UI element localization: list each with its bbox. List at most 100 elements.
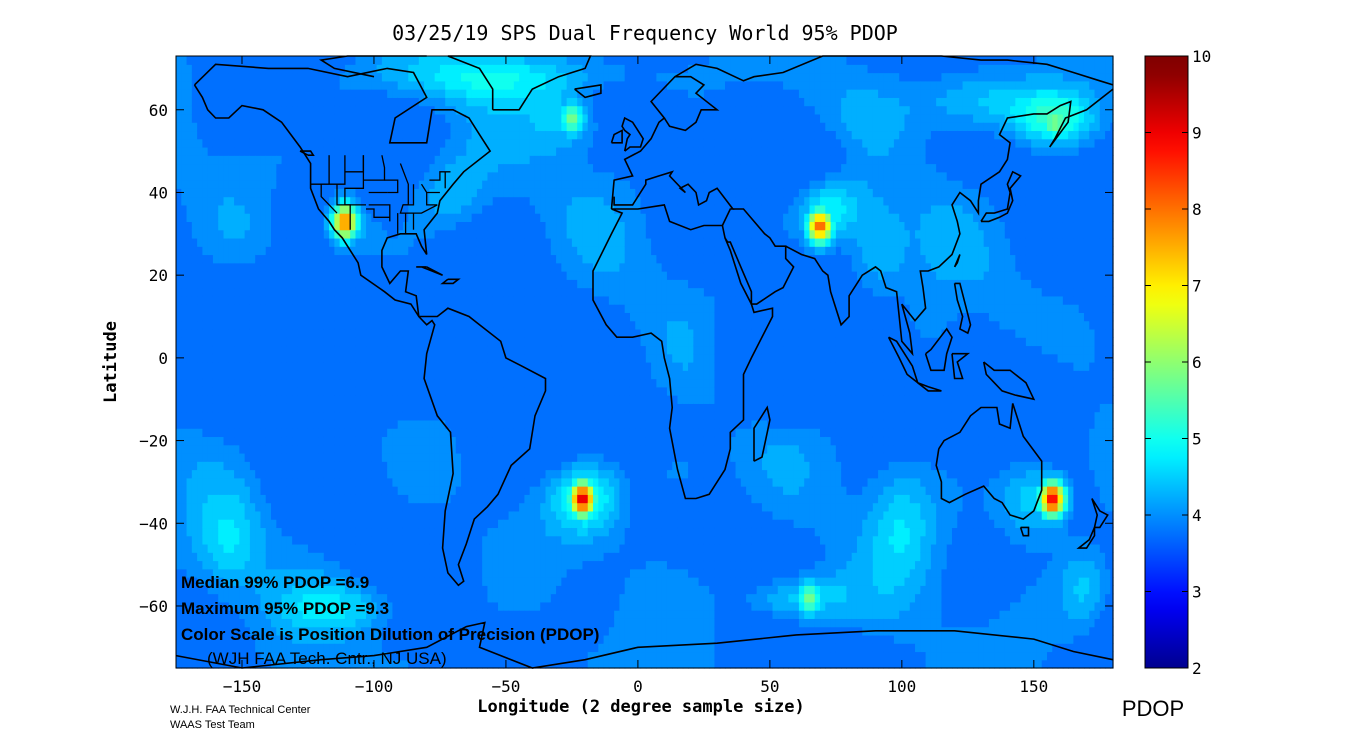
heatmap-cell	[197, 643, 203, 653]
heatmap-cell	[418, 626, 425, 636]
heatmap-cell	[186, 163, 193, 173]
heatmap-cell	[461, 320, 467, 330]
heatmap-cell	[508, 204, 515, 214]
heatmap-cell	[366, 72, 372, 82]
heatmap-cell	[508, 229, 515, 239]
heatmap-cell	[339, 510, 346, 520]
heatmap-cell	[408, 130, 415, 140]
heatmap-cell	[313, 436, 320, 446]
heatmap-cell	[176, 428, 182, 438]
heatmap-cell	[234, 585, 240, 595]
heatmap-cell	[371, 320, 378, 330]
heatmap-cell	[260, 155, 267, 165]
heatmap-cell	[255, 428, 262, 438]
heatmap-cell	[323, 146, 330, 156]
heatmap-cell	[387, 444, 394, 454]
heatmap-cell	[519, 428, 526, 438]
heatmap-cell	[381, 610, 388, 619]
heatmap-cell	[371, 312, 378, 322]
heatmap-cell	[508, 411, 515, 421]
heatmap-cell	[292, 370, 299, 380]
heatmap-cell	[471, 610, 478, 619]
heatmap-cell	[476, 593, 483, 603]
heatmap-cell	[202, 585, 209, 595]
heatmap-cell	[524, 403, 531, 413]
heatmap-cell	[476, 271, 483, 280]
heatmap-cell	[471, 568, 478, 578]
heatmap-cell	[255, 469, 262, 479]
heatmap-cell	[392, 237, 399, 247]
heatmap-cell	[350, 510, 357, 520]
heatmap-cell	[381, 279, 388, 289]
heatmap-cell	[265, 502, 272, 512]
heatmap-cell	[524, 171, 531, 181]
heatmap-cell	[360, 304, 367, 313]
heatmap-cell	[503, 246, 510, 256]
heatmap-cell	[271, 271, 277, 280]
heatmap-cell	[249, 651, 256, 661]
heatmap-cell	[381, 262, 388, 272]
heatmap-cell	[307, 659, 314, 669]
heatmap-cell	[276, 89, 283, 98]
heatmap-cell	[450, 370, 457, 380]
heatmap-cell	[265, 138, 272, 148]
heatmap-cell	[524, 188, 531, 198]
heatmap-cell	[371, 370, 378, 380]
heatmap-cell	[344, 271, 351, 280]
heatmap-cell	[223, 97, 230, 107]
heatmap-cell	[355, 560, 362, 570]
heatmap-cell	[276, 568, 283, 578]
heatmap-cell	[366, 502, 372, 512]
heatmap-cell	[445, 585, 452, 595]
heatmap-cell	[455, 610, 462, 619]
heatmap-cell	[186, 122, 193, 132]
heatmap-cell	[376, 320, 383, 330]
heatmap-cell	[244, 295, 251, 305]
heatmap-cell	[197, 494, 203, 504]
heatmap-cell	[249, 204, 256, 214]
heatmap-cell	[397, 287, 404, 297]
heatmap-cell	[524, 262, 531, 272]
heatmap-cell	[439, 295, 446, 305]
heatmap-cell	[292, 510, 299, 520]
heatmap-cell	[260, 519, 267, 529]
heatmap-cell	[218, 510, 225, 520]
heatmap-cell	[302, 486, 309, 495]
heatmap-cell	[439, 229, 446, 239]
heatmap-cell	[297, 552, 304, 562]
heatmap-cell	[461, 287, 467, 297]
heatmap-cell	[339, 419, 346, 429]
heatmap-cell	[292, 229, 299, 239]
heatmap-cell	[418, 254, 425, 264]
heatmap-cell	[339, 568, 346, 578]
heatmap-cell	[381, 56, 388, 65]
heatmap-cell	[197, 577, 203, 586]
heatmap-cell	[366, 585, 372, 595]
heatmap-cell	[228, 221, 235, 231]
heatmap-cell	[413, 105, 420, 115]
heatmap-cell	[355, 486, 362, 495]
heatmap-cell	[234, 122, 240, 132]
heatmap-cell	[297, 610, 304, 619]
heatmap-cell	[439, 593, 446, 603]
heatmap-cell	[234, 560, 240, 570]
heatmap-cell	[439, 643, 446, 653]
heatmap-cell	[334, 634, 341, 644]
heatmap-cell	[265, 618, 272, 628]
heatmap-cell	[202, 502, 209, 512]
heatmap-cell	[239, 411, 246, 421]
heatmap-cell	[439, 312, 446, 322]
heatmap-cell	[186, 262, 193, 272]
heatmap-cell	[244, 337, 251, 347]
heatmap-cell	[292, 246, 299, 256]
heatmap-cell	[429, 502, 436, 512]
heatmap-cell	[297, 56, 304, 65]
heatmap-cell	[218, 345, 225, 355]
heatmap-cell	[445, 56, 452, 65]
heatmap-cell	[249, 72, 256, 82]
heatmap-cell	[519, 494, 526, 504]
heatmap-cell	[424, 204, 430, 214]
heatmap-cell	[466, 138, 473, 148]
heatmap-cell	[329, 469, 335, 479]
heatmap-cell	[197, 204, 203, 214]
